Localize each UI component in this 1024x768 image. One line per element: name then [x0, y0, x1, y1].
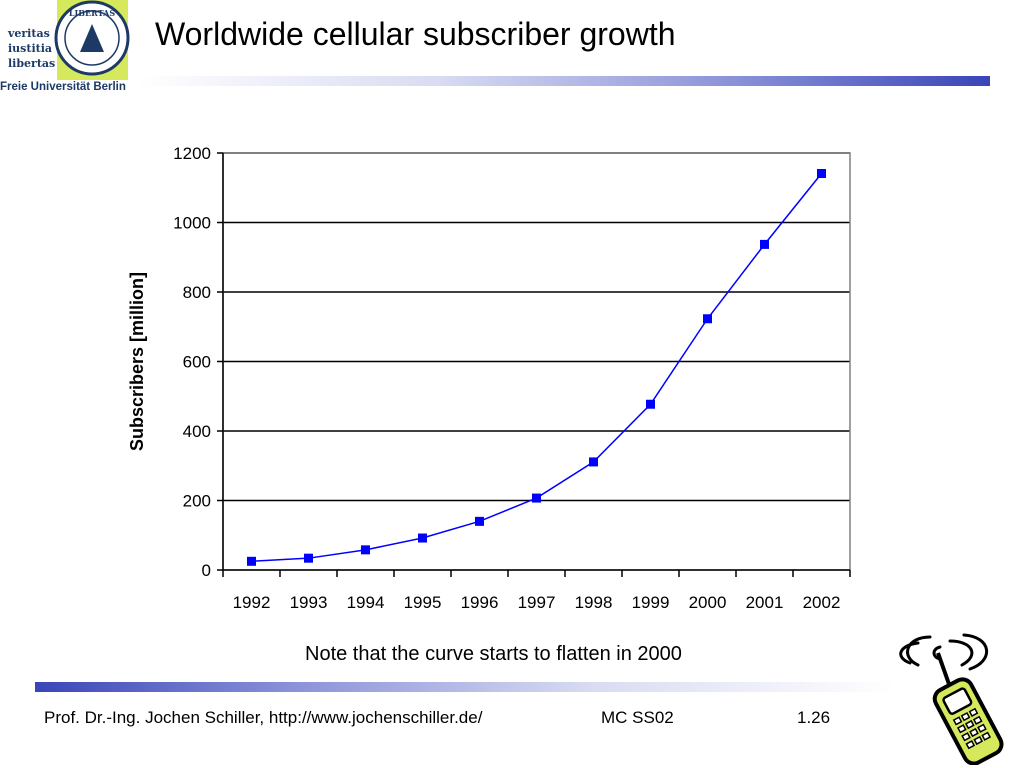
logo-motto-line: iustitia: [8, 42, 53, 55]
y-tick-label: 600: [183, 353, 211, 372]
seal-figure-icon: [80, 24, 104, 52]
x-tick-label: 1997: [518, 593, 556, 612]
data-point-marker: [703, 314, 712, 324]
y-tick-label: 400: [183, 422, 211, 441]
y-tick-label: 200: [183, 492, 211, 511]
series-line: [251, 173, 823, 563]
chart-axes: [217, 152, 851, 577]
x-tick-label: 1999: [632, 593, 670, 612]
data-point-marker: [304, 553, 313, 563]
footer-gradient-bar: [35, 682, 895, 692]
x-tick-label: 1992: [233, 593, 271, 612]
data-point-marker: [646, 399, 655, 409]
footer-page-number: 1.26: [797, 708, 831, 727]
y-tick-label: 800: [183, 283, 211, 302]
y-tick-label: 0: [202, 561, 211, 580]
x-tick-label: 1993: [290, 593, 328, 612]
data-point-marker: [760, 239, 769, 249]
data-point-marker: [247, 556, 256, 566]
data-point-marker: [475, 516, 484, 526]
y-tick-label: 1200: [173, 144, 211, 163]
logo-graphic: LIBERTAS: [0, 0, 130, 80]
cell-phone-icon: [899, 633, 1004, 765]
slide-title: Worldwide cellular subscriber growth: [155, 16, 676, 52]
subscriber-growth-chart: 0 200 400 600 800 1000 1200 1992 1993 1994 1995 199…: [127, 144, 851, 612]
x-tick-label: 1994: [347, 593, 385, 612]
chart-labels: 0 200 400 600 800 1000 1200 1992 1993 1994 1995 199…: [127, 144, 840, 612]
footer-course: MC SS02: [601, 708, 674, 727]
logo-motto-line: veritas: [8, 27, 50, 40]
logo-motto-line: libertas: [8, 57, 56, 70]
x-tick-label: 2000: [689, 593, 727, 612]
footer-author: Prof. Dr.-Ing. Jochen Schiller, http://w…: [44, 708, 483, 727]
x-tick-label: 2002: [803, 593, 841, 612]
seal-text: LIBERTAS: [69, 8, 115, 18]
logo-motto: veritas iustitia libertas: [8, 26, 55, 71]
x-tick-label: 1996: [461, 593, 499, 612]
chart-gridlines: [223, 152, 850, 502]
x-tick-label: 1995: [404, 593, 442, 612]
x-tick-label: 2001: [746, 593, 784, 612]
chart-series: [247, 169, 826, 566]
data-point-marker: [817, 169, 826, 179]
university-logo: LIBERTAS veritas iustitia libertas Freie…: [0, 0, 130, 96]
data-point-marker: [589, 457, 598, 467]
y-tick-label: 1000: [173, 214, 211, 233]
y-axis-title: Subscribers [million]: [127, 272, 147, 451]
university-name: Freie Universität Berlin: [0, 81, 126, 93]
x-tick-label: 1998: [575, 593, 613, 612]
data-point-marker: [361, 545, 370, 555]
chart-note: Note that the curve starts to flatten in…: [305, 643, 682, 665]
data-point-marker: [418, 533, 427, 543]
data-point-marker: [532, 493, 541, 503]
header-gradient-bar: [138, 76, 990, 86]
